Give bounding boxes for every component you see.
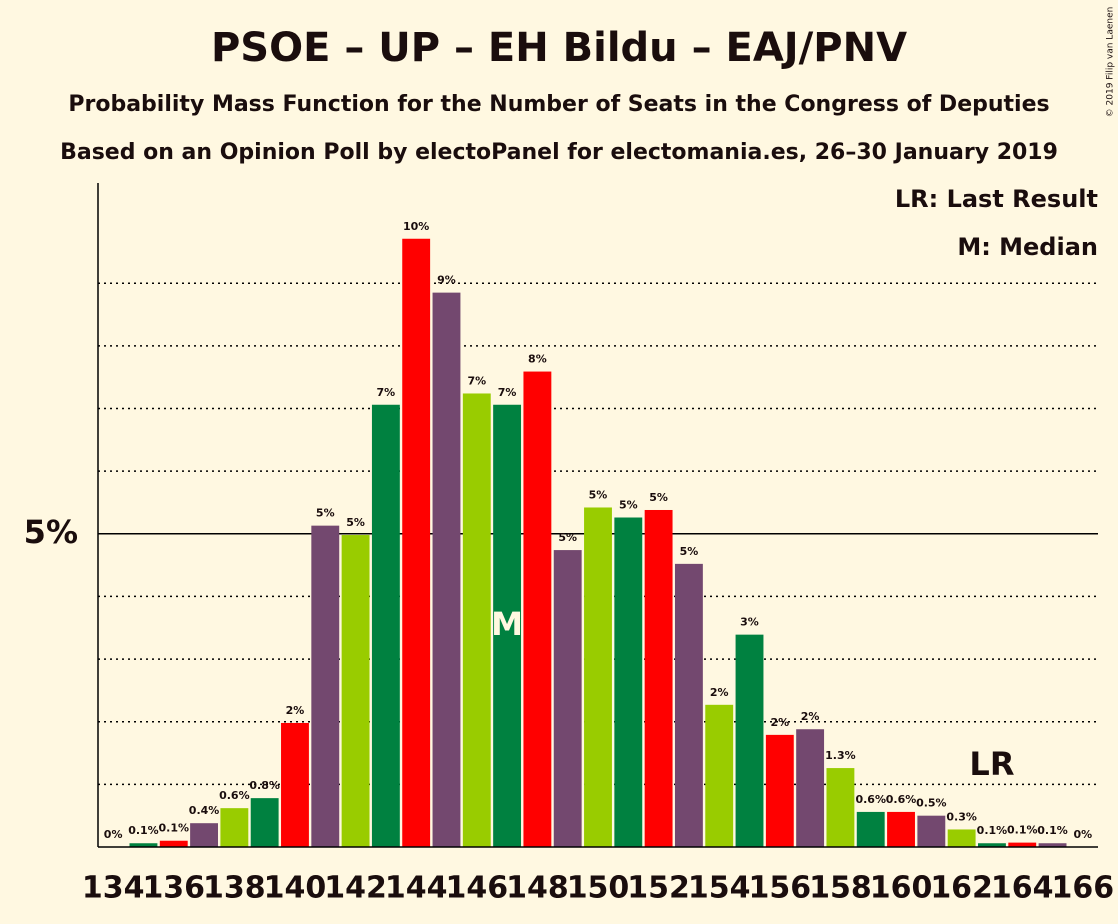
x-tick-label: 164 xyxy=(991,871,1054,906)
data-label: 7% xyxy=(498,386,517,399)
x-tick-label: 154 xyxy=(688,871,751,906)
data-label: 0.5% xyxy=(916,797,947,810)
bar xyxy=(462,393,491,847)
data-label: 10% xyxy=(403,220,429,233)
bar xyxy=(644,509,673,847)
bar xyxy=(917,815,946,847)
median-marker: M xyxy=(491,605,523,643)
data-label: 0.1% xyxy=(158,822,189,835)
bar xyxy=(402,238,431,847)
data-label: 0.6% xyxy=(219,789,250,802)
bar xyxy=(735,634,764,847)
data-label: 5% xyxy=(589,488,608,501)
x-tick-label: 148 xyxy=(506,871,569,906)
bar xyxy=(1008,842,1037,847)
data-label: 0.6% xyxy=(855,793,886,806)
x-tick-label: 166 xyxy=(1052,871,1115,906)
bar xyxy=(614,517,643,847)
x-tick-label: 162 xyxy=(930,871,993,906)
data-label: 5% xyxy=(649,491,668,504)
x-tick-label: 150 xyxy=(567,871,630,906)
bar xyxy=(887,811,915,847)
bar xyxy=(190,823,218,847)
x-tick-label: 140 xyxy=(264,871,327,906)
bar xyxy=(220,808,249,847)
bar xyxy=(705,704,734,847)
bar xyxy=(765,734,794,847)
chart-subtitle: Based on an Opinion Poll by electoPanel … xyxy=(60,140,1058,165)
chart-subtitle: Probability Mass Function for the Number… xyxy=(68,92,1049,117)
data-label: 0.4% xyxy=(189,804,220,817)
data-label: 5% xyxy=(346,516,365,529)
data-label: 0.1% xyxy=(128,824,159,837)
bar xyxy=(493,404,522,847)
data-label: 0.3% xyxy=(946,810,977,823)
x-tick-label: 144 xyxy=(385,871,448,906)
x-tick-label: 160 xyxy=(870,871,933,906)
bar xyxy=(281,722,309,847)
data-label: 2% xyxy=(286,704,305,717)
data-label: 5% xyxy=(619,499,638,512)
bar xyxy=(978,843,1006,847)
chart-title: PSOE – UP – EH Bildu – EAJ/PNV xyxy=(211,25,907,71)
data-label: 1.3% xyxy=(825,749,856,762)
data-label: 9% xyxy=(437,274,456,287)
data-label: 3% xyxy=(740,616,759,629)
data-label: 7% xyxy=(467,374,486,387)
bar xyxy=(826,768,855,847)
data-label: 5% xyxy=(558,531,577,544)
data-label: 0.6% xyxy=(886,793,917,806)
bar xyxy=(947,829,976,847)
bar xyxy=(1038,843,1067,847)
data-label: 0.1% xyxy=(977,824,1008,837)
bar xyxy=(371,404,400,847)
bar xyxy=(432,292,461,847)
bar xyxy=(674,563,703,847)
data-label: 0.8% xyxy=(249,779,280,792)
data-label: 8% xyxy=(528,353,547,366)
x-tick-label: 152 xyxy=(627,871,690,906)
x-tick-label: 158 xyxy=(809,871,872,906)
x-tick-label: 136 xyxy=(142,871,205,906)
legend-entry: LR: Last Result xyxy=(895,185,1098,213)
data-label: 2% xyxy=(770,716,789,729)
x-tick-label: 156 xyxy=(749,871,812,906)
data-label: 0.1% xyxy=(1007,824,1038,837)
data-label: 0% xyxy=(1074,828,1093,841)
bar xyxy=(584,507,612,847)
x-tick-label: 142 xyxy=(324,871,387,906)
bar xyxy=(553,550,582,847)
x-tick-label: 134 xyxy=(82,871,145,906)
bar xyxy=(311,525,340,847)
bar xyxy=(856,811,885,847)
bar xyxy=(523,371,552,847)
bar xyxy=(129,843,158,847)
data-label: 0% xyxy=(104,828,123,841)
data-label: 5% xyxy=(680,545,699,558)
bar xyxy=(250,798,279,847)
legend-entry: M: Median xyxy=(957,233,1098,261)
x-tick-label: 138 xyxy=(203,871,266,906)
data-label: 5% xyxy=(316,507,335,520)
copyright: © 2019 Filip van Laenen xyxy=(1106,7,1116,118)
data-label: 2% xyxy=(710,686,729,699)
data-label: 0.1% xyxy=(1037,824,1068,837)
x-tick-label: 146 xyxy=(445,871,508,906)
bar xyxy=(796,729,825,847)
data-label: 2% xyxy=(801,710,820,723)
bar xyxy=(159,840,188,847)
y-tick-label: 5% xyxy=(24,513,78,551)
data-label: 7% xyxy=(377,386,396,399)
last-result-marker: LR xyxy=(969,745,1014,783)
bar xyxy=(341,535,370,847)
